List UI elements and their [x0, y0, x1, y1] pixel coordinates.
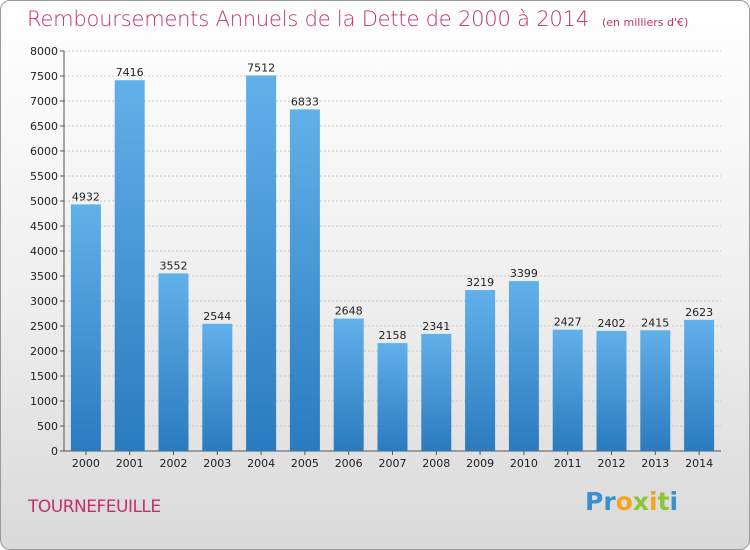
value-label: 7512 — [247, 61, 275, 74]
x-tick-label: 2002 — [160, 457, 188, 470]
y-tick-label: 8000 — [30, 45, 58, 58]
x-tick-label: 2014 — [685, 457, 713, 470]
value-label: 3552 — [160, 259, 188, 272]
bars — [70, 75, 715, 452]
y-tick-label: 3500 — [30, 270, 58, 283]
x-tick-label: 2009 — [466, 457, 494, 470]
bar — [640, 330, 671, 451]
x-tick-label: 2000 — [72, 457, 100, 470]
y-tick-label: 2500 — [30, 320, 58, 333]
x-tick-label: 2010 — [510, 457, 538, 470]
value-label: 2623 — [685, 306, 713, 319]
y-tick-label: 1000 — [30, 395, 58, 408]
bar — [596, 330, 627, 451]
value-label: 6833 — [291, 95, 319, 108]
value-label: 3219 — [466, 276, 494, 289]
bar — [158, 273, 189, 451]
value-label: 2402 — [598, 317, 626, 330]
x-axis-ticks: 2000 2001 2002 2003 2004 2005 2006 2007 2008 2009… — [72, 457, 713, 470]
y-axis-ticks: 0 500 1000 1500 2000 2500 3000 3500 4000 4500 5000… — [30, 45, 58, 458]
y-tick-label: 2000 — [30, 345, 58, 358]
bar — [289, 109, 320, 451]
bar — [552, 329, 583, 451]
x-tick-label: 2004 — [247, 457, 275, 470]
value-labels: 4932 7416 3552 2544 7512 6833 2648 2158 2341 3219… — [72, 61, 713, 342]
y-tick-label: 0 — [51, 445, 58, 458]
chart-title: Remboursements Annuels de la Dette de 20… — [27, 7, 589, 31]
x-tick-label: 2013 — [641, 457, 669, 470]
chart-subtitle: (en milliers d'€) — [602, 16, 689, 29]
proxiti-logo[interactable]: Proxiti — [585, 487, 679, 516]
bar — [465, 290, 496, 451]
bar — [421, 333, 452, 451]
x-tick-label: 2003 — [203, 457, 231, 470]
value-label: 2427 — [554, 316, 582, 329]
y-tick-label: 3000 — [30, 295, 58, 308]
chart-title-block: Remboursements Annuels de la Dette de 20… — [27, 7, 688, 31]
value-label: 7416 — [116, 66, 144, 79]
value-label: 2544 — [203, 310, 231, 323]
x-tick-label: 2006 — [335, 457, 363, 470]
place-name: TOURNEFEUILLE — [28, 497, 161, 517]
y-tick-label: 7000 — [30, 95, 58, 108]
x-tick-label: 2007 — [379, 457, 407, 470]
value-label: 2158 — [379, 329, 407, 342]
value-label: 2415 — [641, 316, 669, 329]
bar — [114, 80, 145, 451]
y-tick-label: 4000 — [30, 245, 58, 258]
x-tick-label: 2001 — [116, 457, 144, 470]
value-label: 2648 — [335, 305, 363, 318]
bar — [70, 204, 101, 451]
y-tick-label: 4500 — [30, 220, 58, 233]
bar — [333, 318, 364, 451]
bar — [508, 281, 539, 451]
y-tick-label: 1500 — [30, 370, 58, 383]
y-tick-label: 6500 — [30, 120, 58, 133]
y-tick-label: 7500 — [30, 70, 58, 83]
y-tick-label: 5000 — [30, 195, 58, 208]
x-tick-label: 2008 — [422, 457, 450, 470]
x-tick-label: 2011 — [554, 457, 582, 470]
value-label: 4932 — [72, 190, 100, 203]
bar — [246, 75, 277, 452]
bar — [684, 319, 715, 451]
bar — [377, 343, 408, 451]
value-label: 3399 — [510, 267, 538, 280]
y-tick-label: 5500 — [30, 170, 58, 183]
x-tick-label: 2005 — [291, 457, 319, 470]
y-tick-label: 6000 — [30, 145, 58, 158]
x-tick-label: 2012 — [598, 457, 626, 470]
bar — [202, 323, 233, 451]
value-label: 2341 — [422, 320, 450, 333]
y-tick-label: 500 — [37, 420, 58, 433]
